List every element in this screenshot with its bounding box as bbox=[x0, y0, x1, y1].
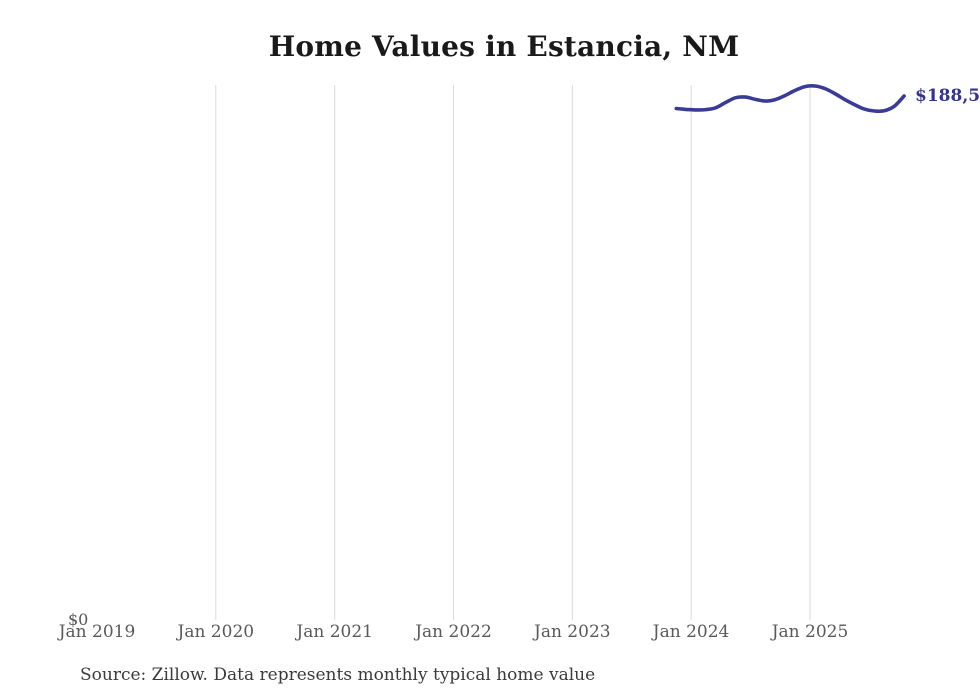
source-note: Source: Zillow. Data represents monthly … bbox=[80, 665, 596, 685]
final-value-label: $188,522 bbox=[915, 86, 980, 106]
x-axis-tick-label: Jan 2019 bbox=[58, 622, 136, 642]
x-axis-tick-label: Jan 2021 bbox=[296, 622, 373, 642]
x-axis-tick-label: Jan 2023 bbox=[534, 622, 611, 642]
x-axis-tick-label: Jan 2024 bbox=[652, 622, 730, 642]
x-axis-tick-label: Jan 2020 bbox=[177, 622, 255, 642]
y-axis-zero-label: $0 bbox=[68, 610, 89, 629]
chart-title: Home Values in Estancia, NM bbox=[268, 30, 740, 63]
x-axis-tick-label: Jan 2022 bbox=[415, 622, 492, 642]
home-value-line-series bbox=[674, 84, 906, 114]
x-axis-tick-label: Jan 2025 bbox=[771, 622, 849, 642]
